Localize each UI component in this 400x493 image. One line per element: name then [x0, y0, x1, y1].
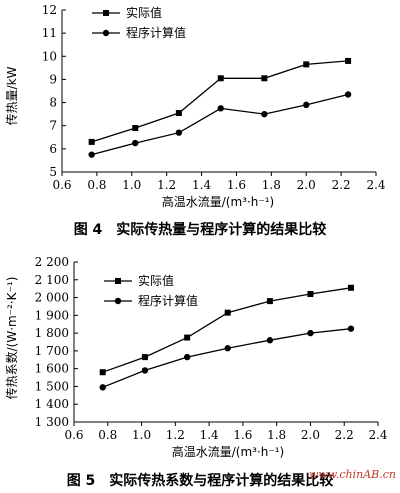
chart1-series-1-point: [175, 109, 182, 116]
chart2-x-tick-label: 1.6: [233, 428, 252, 442]
chart2-series-1-point: [184, 334, 191, 341]
chart2-y-tick-label: 2 200: [35, 255, 69, 269]
chart1-y-tick-label: 9: [49, 72, 57, 86]
chart2-x-tick-label: 1.8: [267, 428, 286, 442]
chart2-x-label: 高温水流量/(m³·h⁻¹): [172, 444, 284, 459]
chart1-series-2-point: [217, 105, 224, 112]
legend-circle-marker: [102, 29, 110, 37]
chart2-y-tick-label: 1 400: [35, 397, 69, 411]
chart2-series-2-point: [266, 337, 274, 344]
chart1-series-1-point: [217, 75, 224, 82]
chart2-series-1-point: [99, 369, 106, 376]
chart2-y-tick-label: 1 900: [35, 308, 69, 322]
chart2-x-tick-label: 1.2: [166, 428, 185, 442]
chart1-series-2-point: [261, 110, 268, 118]
chart1-x-tick-label: 1.8: [262, 178, 281, 192]
chart2-series: [99, 284, 355, 391]
chart1-series-2-point: [132, 139, 139, 147]
legend-label: 实际值: [126, 5, 162, 20]
chart2-x-tick-label: 0.6: [64, 428, 83, 442]
legend-circle-marker: [114, 297, 122, 305]
chart2-series-1-point: [307, 291, 314, 297]
chart1-series: [88, 57, 352, 158]
chart1-x-label: 高温水流量/(m³·h⁻¹): [162, 194, 274, 209]
chart2-x-ticks: 0.6 0.8 1.0 1.2 1.4 1.6 1.8 2.0 2.2 2.4: [64, 422, 388, 442]
watermark: www.chinAB.cn: [309, 468, 396, 481]
chart1-x-tick-label: 1.6: [227, 178, 246, 192]
chart2-y-tick-label: 1 700: [35, 344, 69, 358]
chart1-series-1-point: [345, 57, 352, 64]
chart1-series-1-point: [88, 138, 95, 145]
chart2-y-label: 传热系数/(W·m⁻²·K⁻¹): [4, 277, 19, 400]
chart2-series-1-point: [141, 354, 148, 361]
chart1-y-tick-label: 5: [49, 165, 57, 179]
chart2-series-2-point: [307, 329, 314, 337]
chart2-y-tick-label: 1 800: [35, 326, 69, 340]
chart2-y-tick-label: 2 000: [35, 291, 69, 305]
chart2-series-1-point: [266, 298, 273, 305]
chart-heat-transfer: 0.6 0.8 1.0 1.2 1.4 1.6 1.8 2.0 2.2 2.4 5 6 7 8 9 10 11…: [4, 3, 386, 238]
chart-heat-transfer-coefficient: 0.6 0.8 1.0 1.2 1.4 1.6 1.8 2.0 2.2 2.4 1 300 1 40…: [4, 255, 388, 489]
chart1-x-tick-label: 1.2: [157, 178, 176, 192]
chart1-series-2-point: [344, 91, 352, 98]
chart2-series-2-line: [102, 328, 352, 388]
chart1-y-tick-label: 7: [49, 119, 57, 133]
chart2-x-tick-label: 2.4: [368, 428, 387, 442]
chart1-series-1-point: [261, 75, 268, 82]
chart2-y-tick-label: 1 600: [35, 362, 69, 376]
chart1-series-2-point: [175, 129, 183, 136]
chart1-axes: [61, 10, 376, 173]
chart1-y-ticks: 5 6 7 8 9 10 11 12: [42, 3, 66, 179]
chart2-y-tick-label: 1 300: [35, 415, 69, 429]
legend-label: 实际值: [138, 273, 174, 288]
chart2-series-2-point: [141, 367, 149, 374]
chart1-x-tick-label: 2.0: [297, 178, 316, 192]
chart2-series-1-point: [347, 284, 354, 291]
chart2-y-tick-label: 2 100: [35, 273, 69, 287]
chart2-series-2-point: [224, 345, 231, 352]
chart1-x-tick-label: 0.6: [52, 178, 71, 192]
chart1-series-2-point: [88, 151, 95, 158]
chart1-series-1-line: [91, 60, 349, 143]
chart2-series-2-point: [347, 325, 355, 332]
chart2-x-tick-label: 1.4: [200, 428, 219, 442]
chart1-y-tick-label: 8: [49, 96, 57, 110]
chart1-x-tick-label: 2.2: [332, 178, 351, 192]
chart2-x-tick-label: 1.0: [132, 428, 151, 442]
chart1-x-tick-label: 2.4: [366, 178, 385, 192]
chart1-y-tick-label: 6: [49, 142, 57, 156]
legend-square-marker: [103, 10, 109, 16]
chart1-y-label: 传热量/kW: [4, 66, 19, 125]
chart1-caption: 图 4 实际传热量与程序计算的结果比较: [74, 221, 327, 238]
chart1-x-tick-label: 1.0: [122, 178, 141, 192]
chart2-series-2-point: [183, 353, 191, 361]
chart1-series-2-line: [91, 93, 349, 156]
chart1-y-tick-label: 10: [42, 49, 57, 63]
chart2-y-tick-label: 1 500: [35, 379, 69, 393]
chart1-series-2-point: [303, 101, 310, 109]
chart1-series-1-point: [132, 125, 139, 132]
chart1-x-tick-label: 1.4: [192, 178, 211, 192]
chart1-series-1-point: [303, 61, 310, 68]
chart1-x-tick-label: 0.8: [87, 178, 106, 192]
chart2-series-1-point: [224, 309, 231, 316]
chart1-y-tick-label: 11: [42, 26, 57, 40]
chart2-y-ticks: 1 300 1 400 1 500 1 600 1 700 1 800 1 900 2 000…: [35, 255, 78, 429]
chart1-x-ticks: 0.6 0.8 1.0 1.2 1.4 1.6 1.8 2.0 2.2 2.4: [52, 172, 386, 192]
legend-square-marker: [115, 278, 121, 284]
legend-label: 程序计算值: [138, 293, 198, 308]
legend-label: 程序计算值: [126, 25, 186, 40]
chart1-y-tick-label: 12: [42, 3, 57, 17]
chart2-series-2-point: [99, 384, 106, 391]
chart2-x-tick-label: 2.2: [335, 428, 354, 442]
chart2-x-tick-label: 0.8: [98, 428, 117, 442]
chart2-axes: [73, 262, 378, 423]
chart2-x-tick-label: 2.0: [301, 428, 320, 442]
chart2-caption: 图 5 实际传热系数与程序计算的结果比较: [67, 472, 334, 489]
